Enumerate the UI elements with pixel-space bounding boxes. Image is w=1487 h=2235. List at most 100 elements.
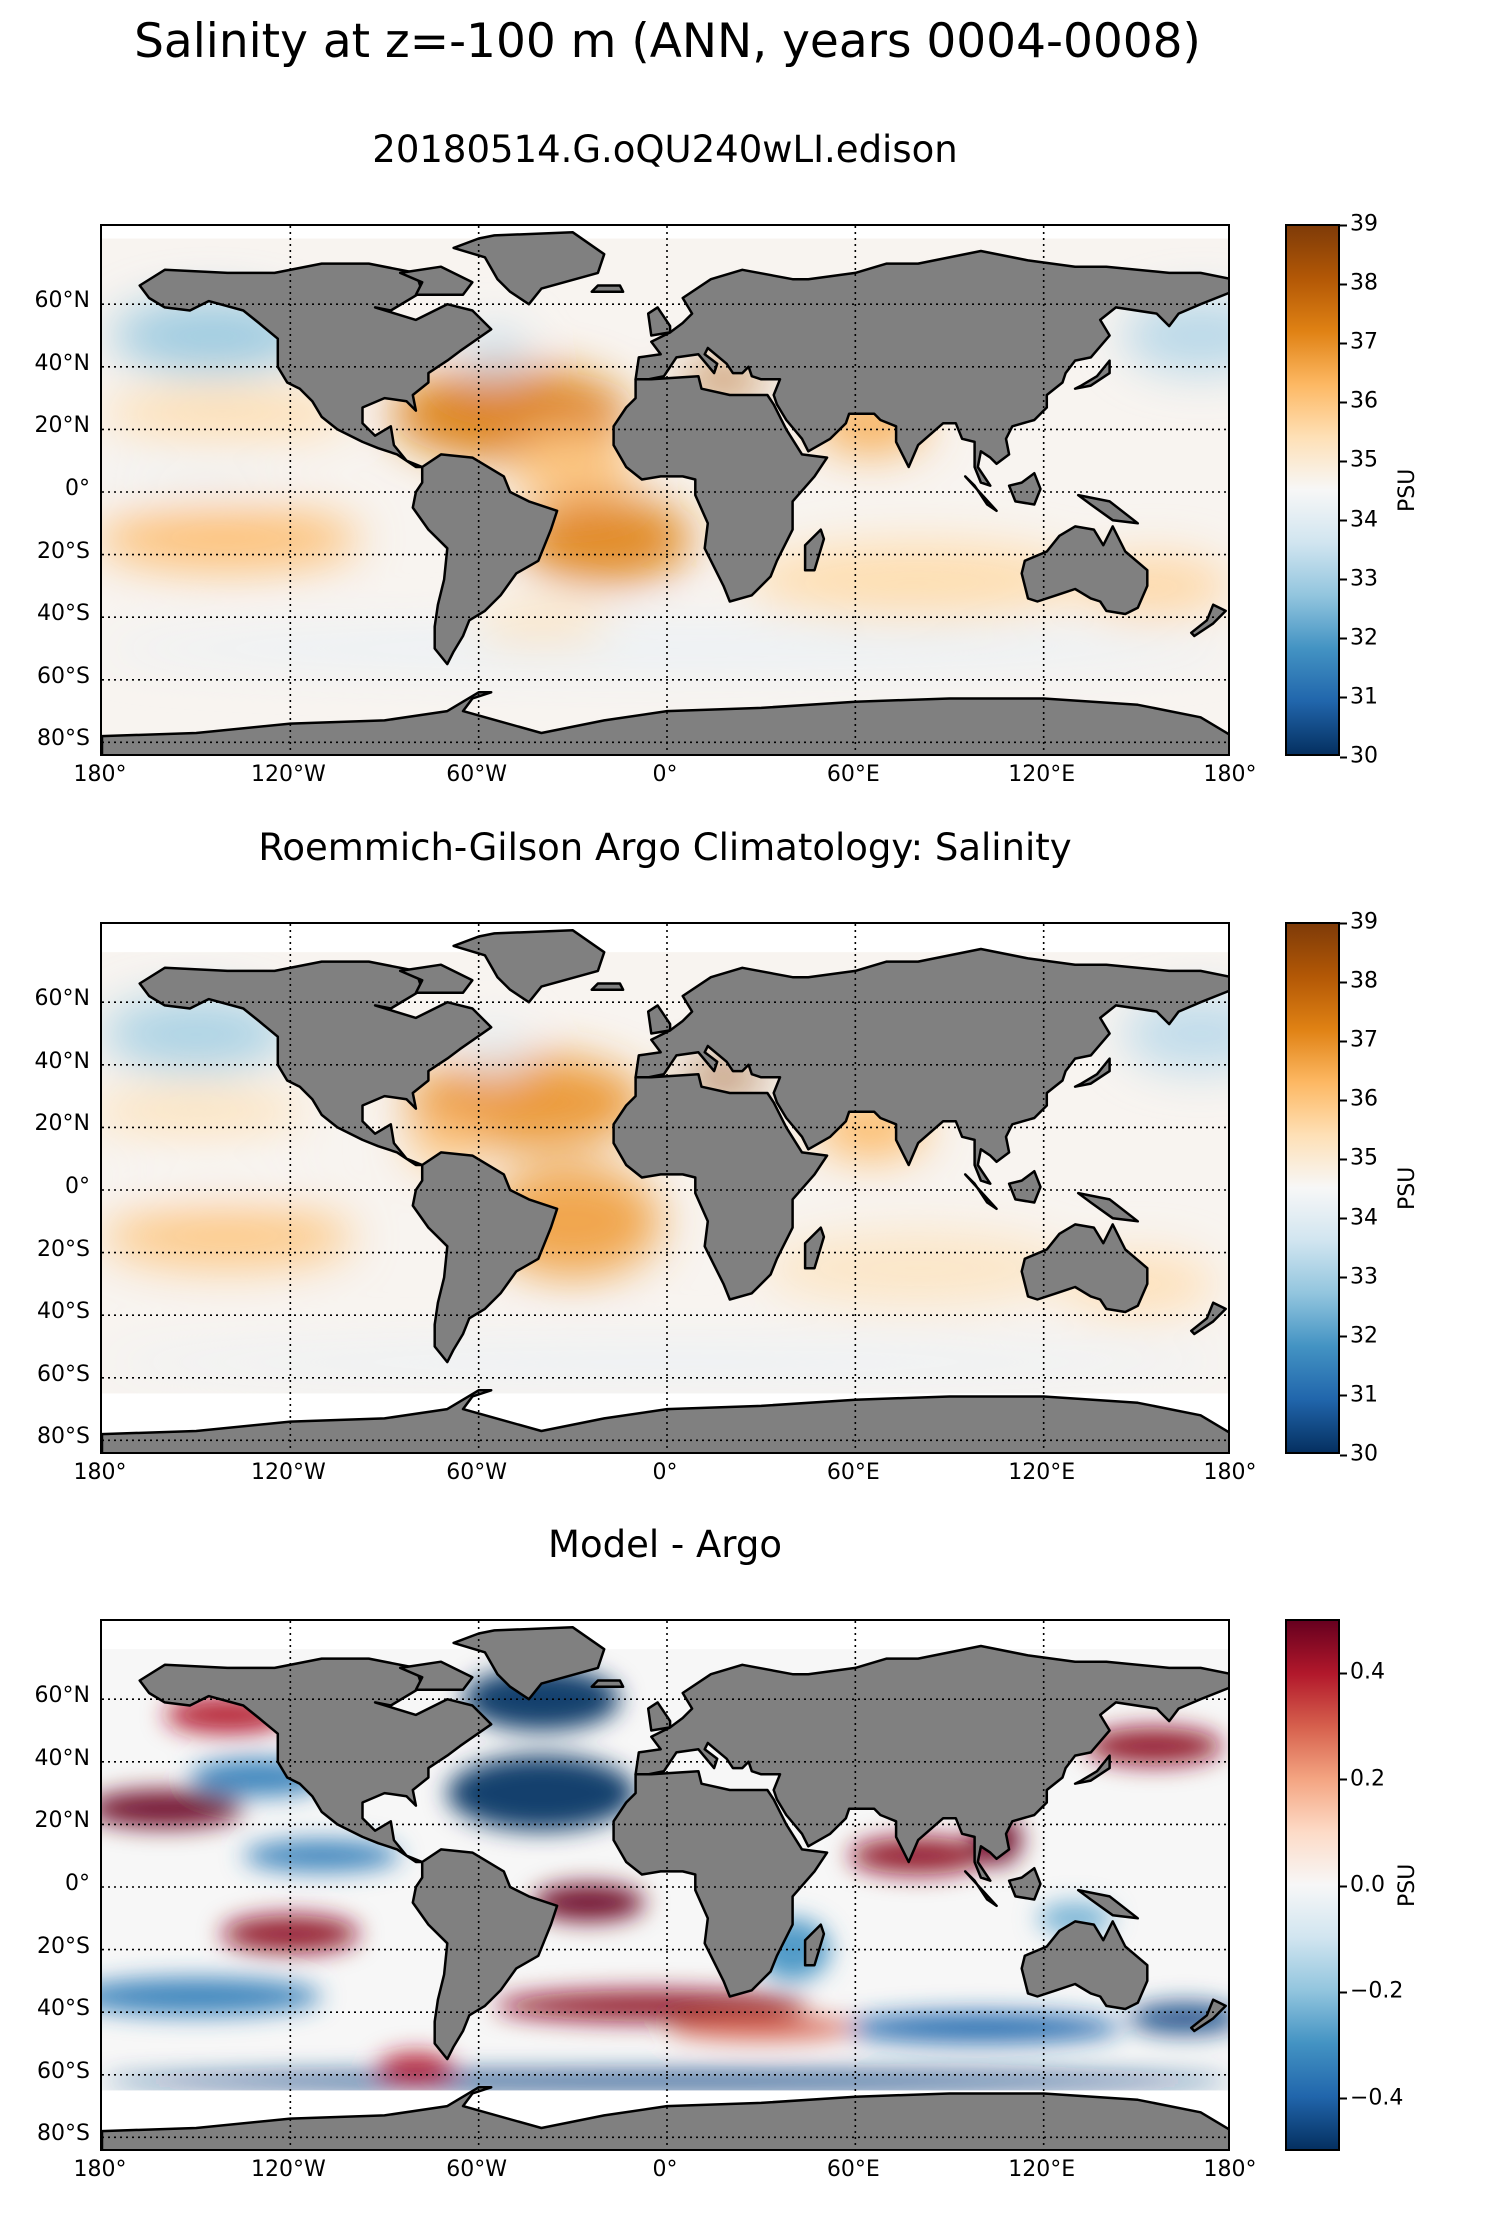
land-mass — [612, 374, 829, 603]
x-tick-label: 60°W — [446, 2157, 508, 2182]
land-mass — [452, 929, 606, 1004]
field-anomaly — [447, 1755, 636, 1831]
colorbar-tick-label: 0.0 — [1340, 1872, 1385, 1898]
y-tick-label: 40°S — [37, 1299, 90, 1325]
field-anomaly — [102, 1086, 306, 1137]
map-plot-area — [100, 224, 1230, 756]
x-tick-label: 120°W — [250, 2157, 326, 2182]
field-anomaly — [102, 507, 360, 571]
land-mass — [102, 691, 1228, 754]
land-mass — [1076, 493, 1140, 525]
x-tick-label: 0° — [652, 2157, 678, 2182]
field-anomaly — [102, 995, 291, 1072]
land-mass — [1073, 1057, 1111, 1088]
colorbar-label: PSU — [1395, 1166, 1420, 1210]
x-tick-label: 60°E — [826, 762, 880, 787]
land-mass — [138, 960, 493, 1167]
y-tick-label: 20°N — [34, 1808, 90, 1834]
land-mass — [1076, 1191, 1140, 1223]
land-mass — [398, 265, 474, 297]
colorbar-tick-label: 34 — [1340, 1205, 1378, 1231]
x-tick-label: 180° — [73, 2157, 127, 2182]
colorbar-tick-label: 38 — [1340, 968, 1378, 994]
land-mass — [634, 947, 1228, 1185]
x-tick-label: 180° — [73, 762, 127, 787]
land-mass — [612, 1769, 829, 1998]
y-tick-label: 60°S — [37, 2058, 90, 2084]
field-anomaly — [1122, 995, 1228, 1072]
land-mass — [411, 1151, 559, 1364]
land-mass — [102, 1389, 1228, 1452]
land-mass — [803, 528, 826, 572]
land-mass — [590, 284, 625, 293]
colorbar-tick-label: 31 — [1340, 684, 1378, 710]
y-tick-label: 60°N — [34, 288, 90, 314]
colorbar-tick-label: 37 — [1340, 329, 1378, 355]
x-tick-label: 120°W — [250, 1460, 326, 1485]
y-tick-label: 20°S — [37, 1236, 90, 1262]
field-anomaly — [667, 2015, 856, 2041]
colorbar-tick-label: 35 — [1340, 447, 1378, 473]
missing-data-north — [102, 226, 1228, 239]
map-plot-area — [100, 922, 1230, 1454]
x-tick-label: 120°E — [1008, 1460, 1076, 1485]
x-tick-label: 60°W — [446, 1460, 508, 1485]
colorbar-tick-label: 38 — [1340, 270, 1378, 296]
field-anomaly — [516, 495, 693, 583]
land-mass — [411, 453, 559, 666]
map-svg — [102, 1621, 1228, 2149]
field-anomaly — [102, 623, 1228, 674]
field-anomaly — [532, 1883, 646, 1922]
y-tick-label: 40°S — [37, 601, 90, 627]
land-mass — [1073, 359, 1111, 390]
y-tick-label: 40°N — [34, 350, 90, 376]
field-anomaly — [117, 1158, 307, 1190]
colorbar-label: PSU — [1395, 468, 1420, 512]
land-mass — [411, 1848, 559, 2061]
colorbar-tick-label: 30 — [1340, 743, 1378, 769]
land-mass — [1189, 1998, 1227, 2033]
colorbar-tick-label: 33 — [1340, 566, 1378, 592]
land-mass — [1076, 1888, 1140, 1920]
x-tick-label: 0° — [652, 762, 678, 787]
y-tick-label: 40°N — [34, 1048, 90, 1074]
panel-title: Roemmich-Gilson Argo Climatology: Salini… — [258, 826, 1072, 869]
colorbar-tick-label: 0.4 — [1340, 1659, 1385, 1685]
land-mass — [590, 1679, 625, 1688]
x-tick-label: 180° — [73, 1460, 127, 1485]
figure-title: Salinity at z=-100 m (ANN, years 0004-00… — [134, 14, 1201, 69]
y-tick-label: 60°N — [34, 1683, 90, 1709]
land-mass — [398, 1660, 474, 1692]
land-mass — [963, 1173, 998, 1211]
x-tick-label: 120°W — [250, 762, 326, 787]
colorbar-tick-label: 33 — [1340, 1264, 1378, 1290]
land-mass — [398, 963, 474, 995]
field-anomaly — [378, 2052, 454, 2085]
panel-title: Model - Argo — [548, 1523, 782, 1566]
land-mass — [1007, 471, 1042, 506]
y-tick-label: 40°S — [37, 1996, 90, 2022]
land-mass — [963, 1870, 998, 1908]
y-tick-label: 80°S — [37, 2121, 90, 2147]
x-tick-label: 180° — [1203, 2157, 1257, 2182]
land-mass — [590, 982, 625, 991]
field-anomaly — [102, 1789, 244, 1828]
colorbar — [1285, 1619, 1340, 2151]
y-tick-label: 60°N — [34, 986, 90, 1012]
land-mass — [803, 1923, 826, 1967]
colorbar-tick-label: 36 — [1340, 1086, 1378, 1112]
x-tick-label: 60°E — [826, 1460, 880, 1485]
colorbar-tick-label: 32 — [1340, 1323, 1378, 1349]
y-tick-label: 40°N — [34, 1745, 90, 1771]
y-tick-label: 80°S — [37, 726, 90, 752]
y-tick-label: 60°S — [37, 663, 90, 689]
y-tick-label: 20°S — [37, 1933, 90, 1959]
land-mass — [1073, 1754, 1111, 1785]
colorbar — [1285, 224, 1340, 756]
x-tick-label: 0° — [652, 1460, 678, 1485]
land-mass — [803, 1226, 826, 1270]
colorbar-tick-label: 30 — [1340, 1441, 1378, 1467]
colorbar-tick-label: 35 — [1340, 1145, 1378, 1171]
land-mass — [1189, 603, 1227, 638]
y-tick-label: 80°S — [37, 1424, 90, 1450]
